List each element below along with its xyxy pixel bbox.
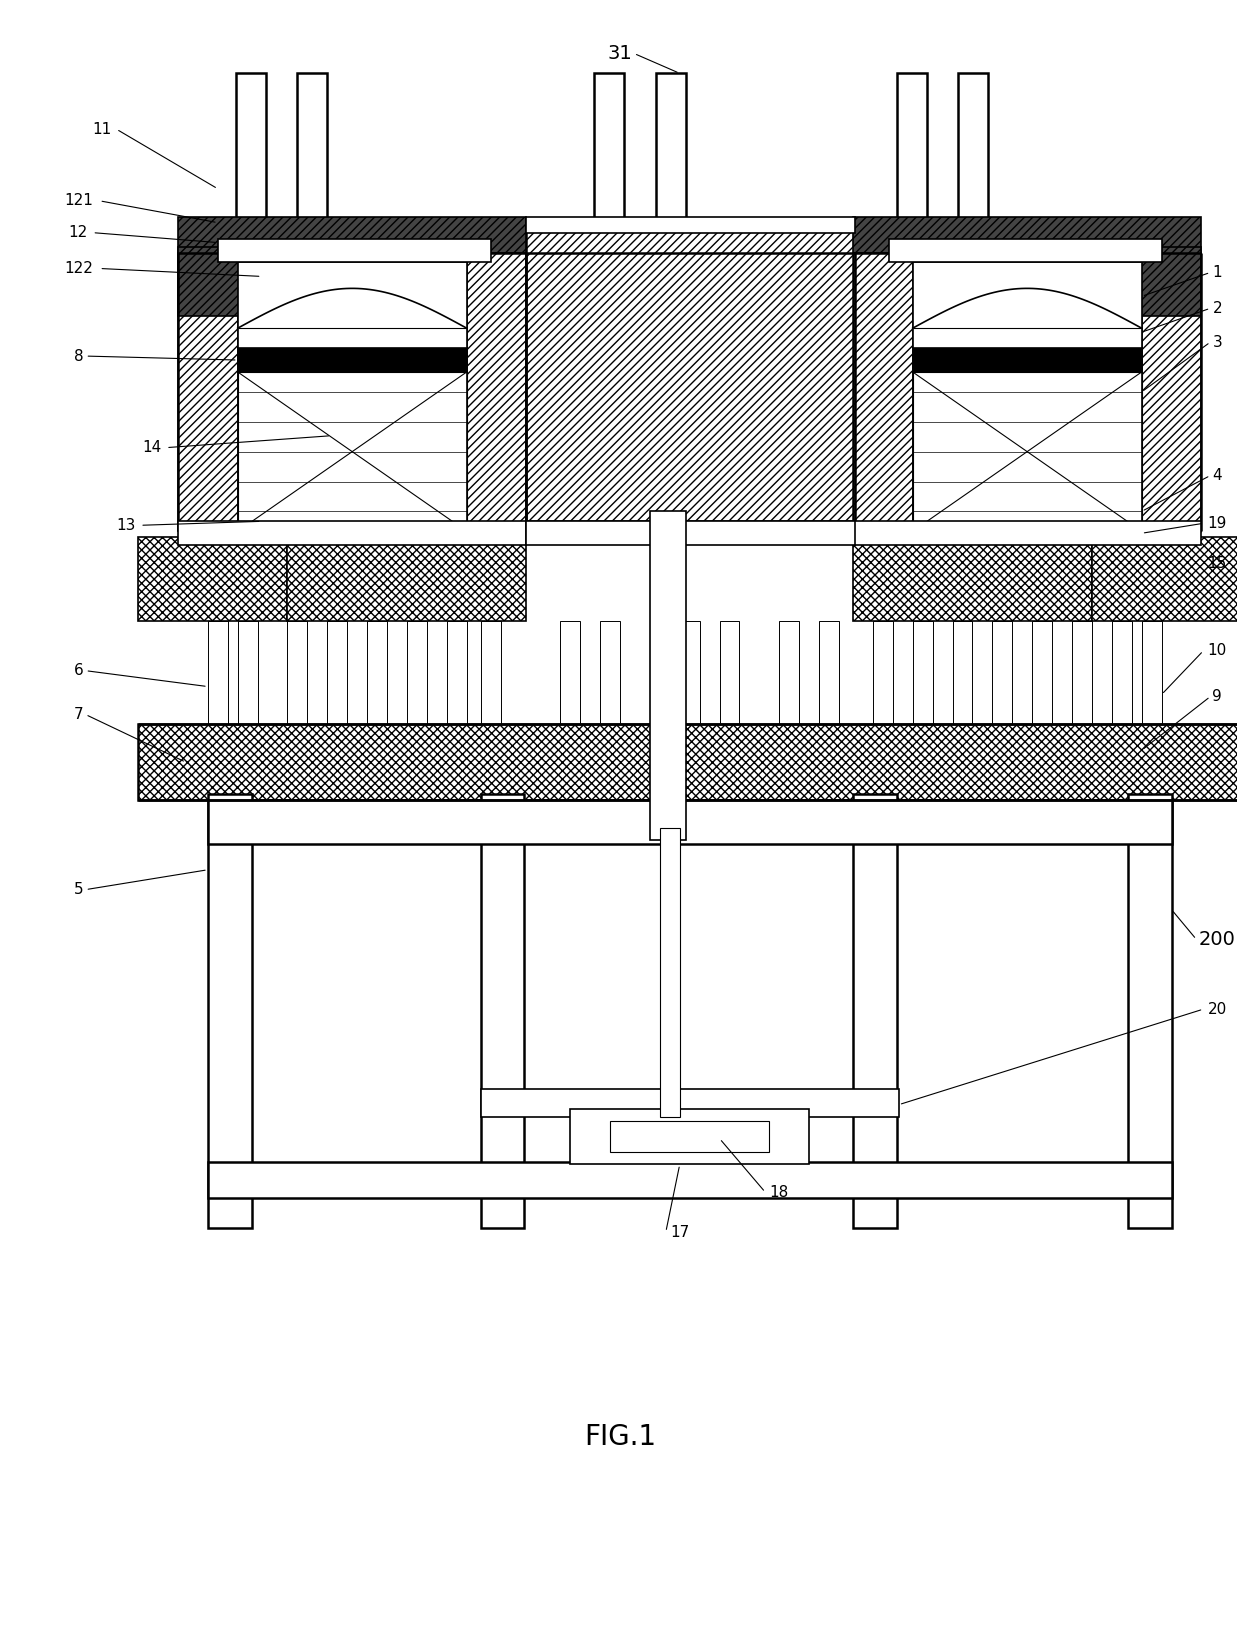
Bar <box>719 621 739 771</box>
Text: 7: 7 <box>73 707 83 722</box>
Text: 9: 9 <box>1213 689 1223 704</box>
Text: 121: 121 <box>64 194 93 209</box>
Bar <box>138 724 1240 800</box>
Text: 5: 5 <box>73 882 83 896</box>
Text: 15: 15 <box>1208 556 1226 570</box>
Bar <box>298 73 327 233</box>
Bar <box>992 621 1012 771</box>
Bar <box>913 349 1142 372</box>
Bar <box>527 522 854 544</box>
Text: 4: 4 <box>1213 468 1223 482</box>
Text: 10: 10 <box>1208 644 1226 659</box>
Bar <box>179 217 527 253</box>
Bar <box>1127 794 1172 1227</box>
Bar <box>680 621 699 771</box>
Bar <box>650 512 686 839</box>
Bar <box>610 1120 769 1152</box>
Bar <box>238 621 258 771</box>
Bar <box>527 217 854 233</box>
Bar <box>481 1089 899 1117</box>
Bar <box>208 800 1172 844</box>
Bar <box>820 621 839 771</box>
Bar <box>913 621 932 771</box>
Bar <box>779 621 800 771</box>
Bar <box>660 828 680 1117</box>
Bar <box>897 73 926 233</box>
Text: 31: 31 <box>608 44 632 64</box>
Bar <box>138 538 288 621</box>
Bar <box>179 246 242 316</box>
Text: 14: 14 <box>143 440 161 455</box>
Bar <box>560 621 580 771</box>
Text: 13: 13 <box>117 518 136 533</box>
Text: 200: 200 <box>1199 931 1236 949</box>
Bar <box>913 372 1142 531</box>
Text: 20: 20 <box>1208 1001 1226 1017</box>
Bar <box>288 621 308 771</box>
Bar <box>238 372 466 531</box>
Bar <box>600 621 620 771</box>
Bar <box>481 621 501 771</box>
Bar <box>959 73 988 233</box>
Bar <box>367 621 387 771</box>
Bar <box>1032 621 1052 771</box>
Bar <box>327 621 347 771</box>
Bar <box>1142 621 1162 771</box>
Bar <box>481 794 525 1227</box>
Bar <box>179 522 527 544</box>
Bar <box>1071 621 1092 771</box>
Bar <box>238 349 466 372</box>
Text: 17: 17 <box>670 1224 689 1240</box>
Bar <box>570 1108 810 1164</box>
Bar <box>446 621 466 771</box>
Bar <box>218 238 491 262</box>
Text: 18: 18 <box>770 1185 789 1200</box>
Bar <box>407 621 427 771</box>
Text: 6: 6 <box>73 663 83 678</box>
Text: 8: 8 <box>73 349 83 363</box>
Bar <box>236 73 265 233</box>
Text: 3: 3 <box>1213 334 1223 349</box>
Bar <box>1142 253 1202 531</box>
Text: 11: 11 <box>93 122 112 137</box>
Bar <box>179 253 238 531</box>
Bar <box>873 621 893 771</box>
Bar <box>208 621 228 771</box>
Bar <box>238 262 466 531</box>
Bar <box>853 217 1202 253</box>
Bar <box>889 238 1162 262</box>
Bar <box>527 223 854 522</box>
Text: 122: 122 <box>64 261 93 275</box>
Bar <box>594 73 624 233</box>
Bar <box>1112 621 1132 771</box>
Bar <box>913 262 1142 531</box>
Bar <box>952 621 972 771</box>
Bar <box>208 1162 1172 1198</box>
Bar <box>1092 538 1240 621</box>
Bar <box>208 794 252 1227</box>
Text: 1: 1 <box>1213 266 1223 280</box>
Bar <box>853 253 913 531</box>
Bar <box>1137 246 1202 316</box>
Bar <box>288 538 527 621</box>
Bar <box>853 538 1092 621</box>
Text: 19: 19 <box>1208 515 1228 531</box>
Bar <box>656 73 686 233</box>
Bar <box>466 253 527 531</box>
Text: FIG.1: FIG.1 <box>584 1423 656 1451</box>
Bar <box>853 522 1202 544</box>
Text: 12: 12 <box>68 225 88 240</box>
Text: 2: 2 <box>1213 302 1223 316</box>
Bar <box>853 794 897 1227</box>
